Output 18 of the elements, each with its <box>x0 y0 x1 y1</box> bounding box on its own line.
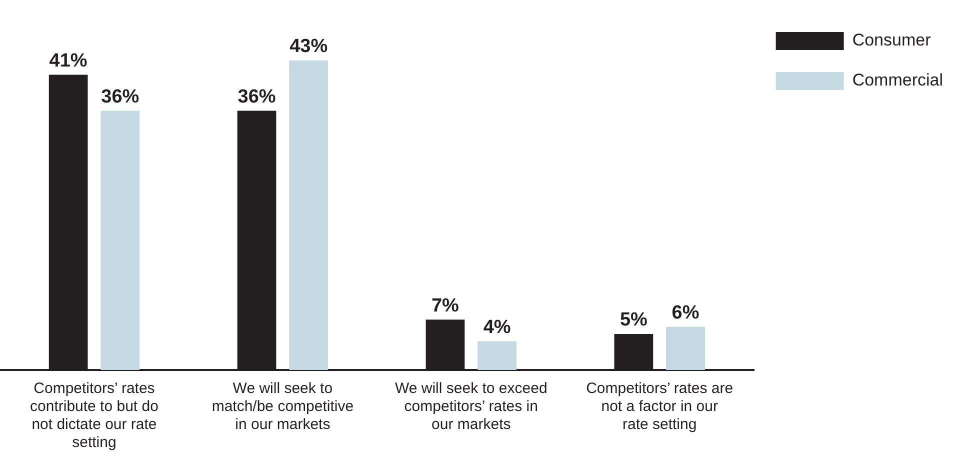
x-tick-label: We will seek to match/be competitive in our markets <box>212 380 354 434</box>
bar <box>289 60 328 370</box>
data-label: 4% <box>483 316 511 338</box>
data-label: 43% <box>290 36 328 58</box>
x-tick-label: Competitors’ rates are not a factor in our rate setting <box>586 380 734 434</box>
data-label: 41% <box>49 50 88 72</box>
data-label: 36% <box>101 86 140 108</box>
data-label: 7% <box>431 295 460 316</box>
data-label: 36% <box>238 86 276 108</box>
data-label: 6% <box>672 302 700 324</box>
legend-label: Consumer <box>852 30 932 50</box>
legend-label: Commercial <box>852 70 944 90</box>
x-tick-label: Competitors’ rates contribute to but do not dictate our rate setting <box>30 380 158 452</box>
bar <box>478 341 516 370</box>
bar <box>666 326 705 370</box>
bar <box>100 110 140 370</box>
x-tick-label: We will seek to exceed competitors’ rates in our markets <box>394 380 548 434</box>
data-label: 5% <box>620 310 648 331</box>
